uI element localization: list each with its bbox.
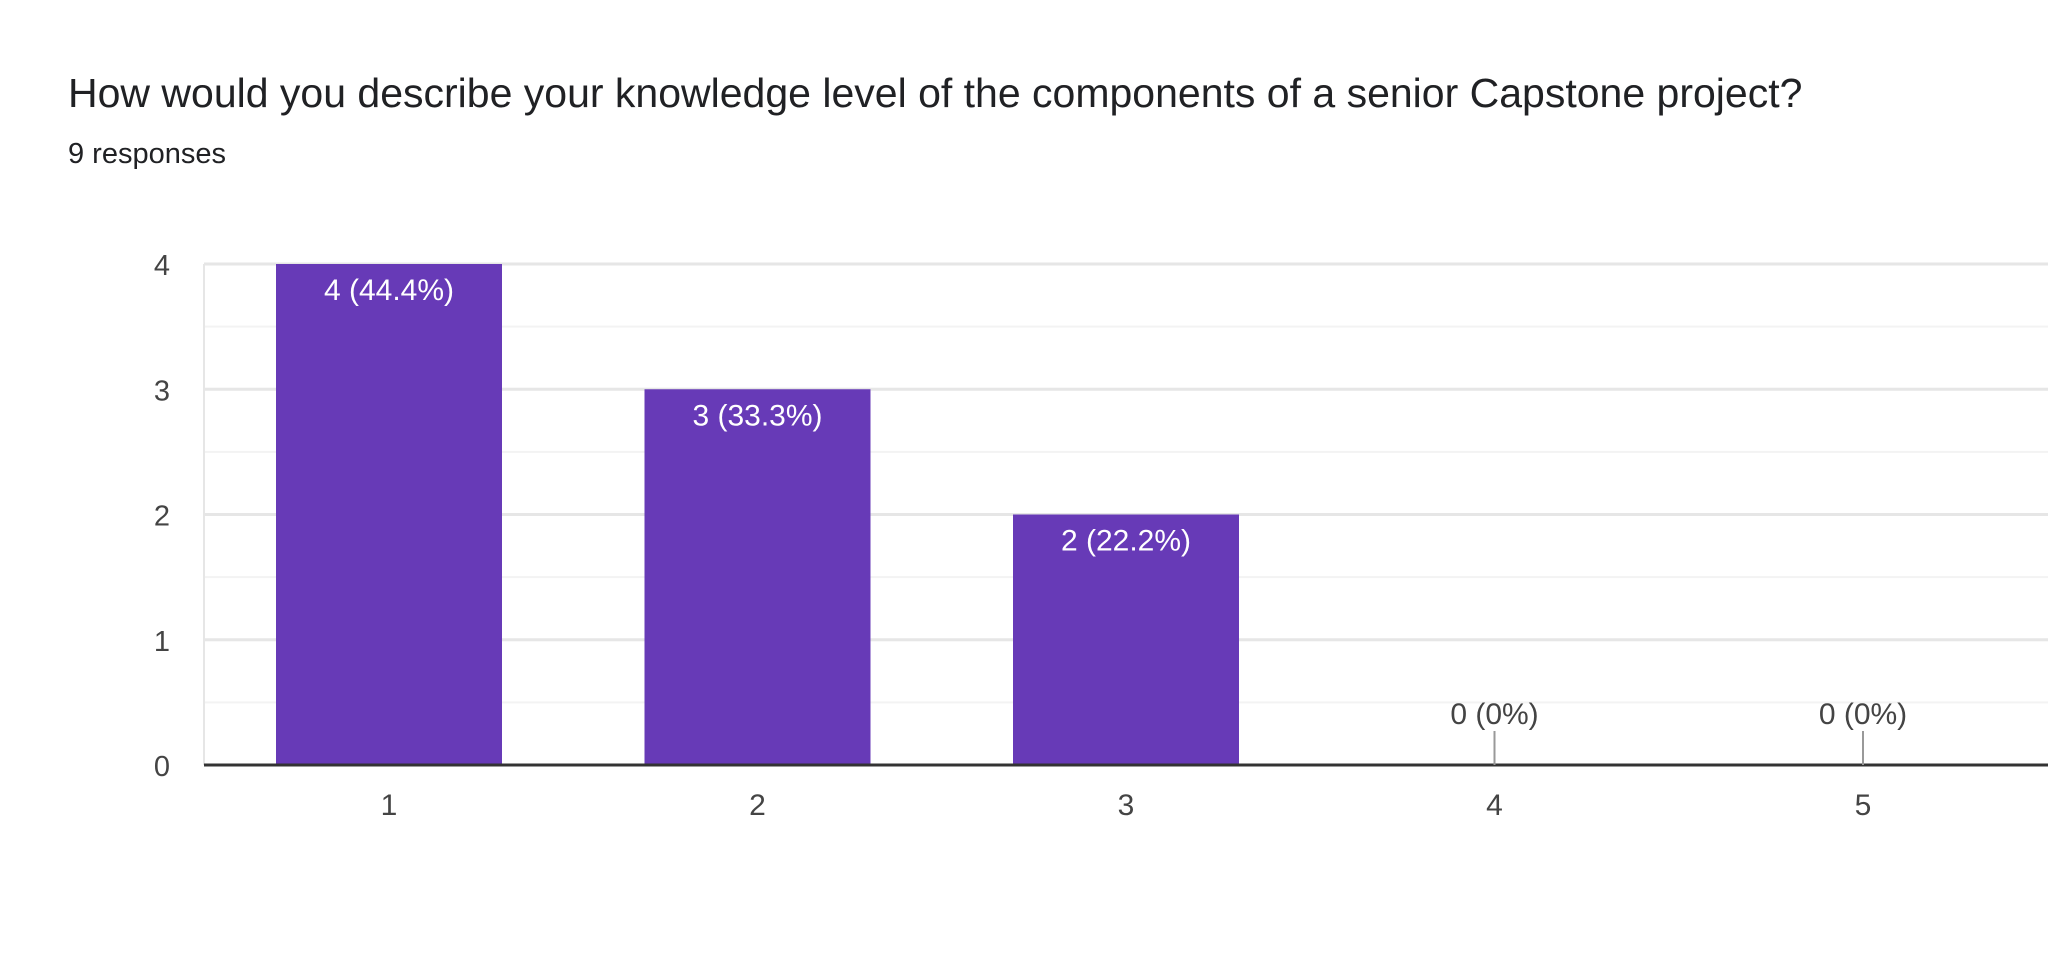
bars bbox=[276, 264, 1239, 765]
axes: 0 1 2 3 4 1 2 3 4 5 bbox=[154, 250, 2048, 822]
bar bbox=[1013, 514, 1239, 765]
bar-value-label: 0 (0%) bbox=[1450, 698, 1538, 731]
y-tick-label: 4 bbox=[154, 250, 170, 282]
x-tick-label: 5 bbox=[1855, 789, 1872, 822]
x-tick-label: 3 bbox=[1118, 789, 1135, 822]
data-labels: 4 (44.4%) 3 (33.3%) 2 (22.2%) 0 (0%) 0 (0%) bbox=[324, 274, 1907, 765]
bar bbox=[644, 389, 871, 765]
y-tick-label: 2 bbox=[154, 501, 170, 533]
y-tick-label: 1 bbox=[154, 626, 170, 658]
bar-value-label: 4 (44.4%) bbox=[324, 274, 454, 307]
bar-value-label: 3 (33.3%) bbox=[692, 399, 822, 432]
x-tick-label: 1 bbox=[381, 789, 398, 822]
bar-value-label: 0 (0%) bbox=[1819, 698, 1907, 731]
x-tick-label: 4 bbox=[1486, 789, 1503, 822]
response-count: 9 responses bbox=[68, 138, 226, 170]
y-tick-label: 3 bbox=[154, 375, 170, 407]
question-title: How would you describe your knowledge le… bbox=[68, 70, 1803, 116]
bar-value-label: 2 (22.2%) bbox=[1061, 525, 1191, 558]
grid-lines bbox=[203, 262, 2048, 765]
x-tick-label: 2 bbox=[749, 789, 766, 822]
bar bbox=[276, 264, 502, 765]
y-tick-label: 0 bbox=[154, 751, 170, 783]
